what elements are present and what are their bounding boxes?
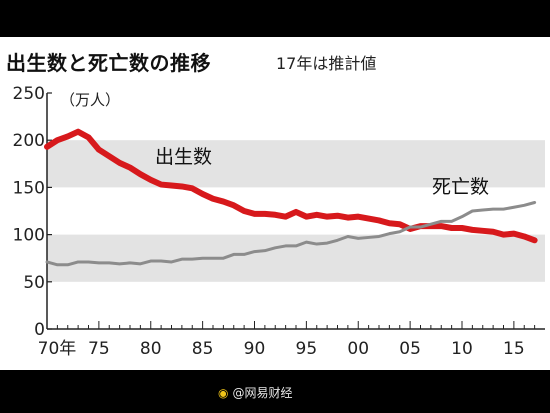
x-tick-label-1980: 80 <box>140 339 162 359</box>
series-line-1 <box>45 201 537 267</box>
chart-subtitle: 17年は推計値 <box>276 54 377 73</box>
line-chart: 0 50 100 150 200 250 70年 75 80 85 90 95 00 05 10 15 （万人）… <box>13 84 545 359</box>
y-tick-label-100: 100 <box>13 226 45 246</box>
x-tick-label-1995: 95 <box>296 339 318 359</box>
weibo-icon: ◉ <box>218 386 229 400</box>
y-axis-unit-label: （万人） <box>60 91 120 109</box>
chart-panel: 出生数と死亡数の推移 17年は推計値 0 50 100 150 200 250 70年 75 8… <box>0 37 550 370</box>
x-tick-label-1975: 75 <box>88 339 110 359</box>
y-tick-label-250: 250 <box>13 84 45 104</box>
series-line-0 <box>44 128 538 244</box>
y-tick-label-200: 200 <box>13 131 45 151</box>
series-label-0: 出生数 <box>155 146 212 168</box>
x-tick-label-2000: 00 <box>347 339 369 359</box>
band-1 <box>47 140 545 188</box>
x-tick-label-2010: 10 <box>451 339 473 359</box>
chart-title: 出生数と死亡数の推移 <box>6 51 211 75</box>
x-tick-label-1990: 90 <box>244 339 266 359</box>
y-tick-label-150: 150 <box>13 178 45 198</box>
x-tick-label-2015: 15 <box>503 339 525 359</box>
x-tick-label-1970: 70年 <box>38 339 77 359</box>
series-label-1: 死亡数 <box>432 176 489 198</box>
y-tick-label-50: 50 <box>23 273 45 293</box>
band-0 <box>47 234 545 282</box>
watermark: ◉ @网易财经 <box>218 386 293 400</box>
y-tick-label-0: 0 <box>34 320 45 340</box>
x-tick-label-2005: 05 <box>399 339 421 359</box>
x-tick-label-1985: 85 <box>192 339 214 359</box>
